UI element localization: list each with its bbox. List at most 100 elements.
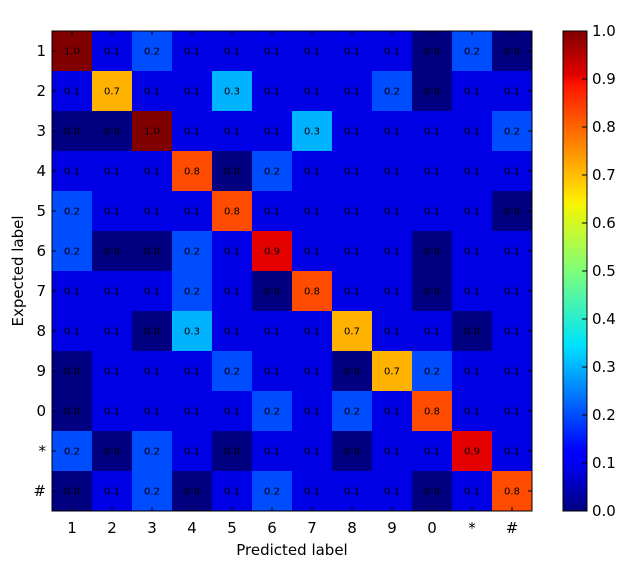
heatmap-cell [252, 271, 293, 312]
cell-value-label: 0.2 [224, 367, 240, 378]
heatmap-cell [292, 71, 333, 112]
cell-value-label: 0.1 [304, 327, 320, 338]
cell-value-label: 0.2 [64, 447, 80, 458]
heatmap-cell [252, 31, 293, 72]
cell-value-label: 0.1 [504, 367, 520, 378]
cell-value-label: 0.1 [104, 407, 120, 418]
heatmap-cell [372, 151, 413, 192]
cell-value-label: 0.1 [384, 247, 400, 258]
cell-value-label: 0.1 [304, 47, 320, 58]
cell-value-label: 0.0 [424, 247, 440, 258]
cell-value-label: 0.1 [464, 127, 480, 138]
heatmap-cell [172, 431, 213, 472]
y-tick-label: 4 [36, 162, 46, 180]
heatmap-cell [332, 431, 373, 472]
cell-value-label: 0.1 [104, 167, 120, 178]
heatmap-cell [372, 71, 413, 112]
cell-value-label: 0.2 [64, 207, 80, 218]
cell-value-label: 0.1 [184, 447, 200, 458]
cell-value-label: 0.1 [384, 127, 400, 138]
cell-value-label: 0.1 [344, 207, 360, 218]
cell-value-label: 0.0 [64, 127, 80, 138]
heatmap-cell [52, 31, 93, 72]
cell-value-label: 0.1 [304, 87, 320, 98]
heatmap-cell [292, 311, 333, 352]
heatmap-cell [332, 191, 373, 232]
cell-value-label: 0.2 [504, 127, 520, 138]
x-axis-label: Predicted label [236, 541, 347, 559]
y-tick-label: 1 [36, 42, 46, 60]
cell-value-label: 0.1 [184, 87, 200, 98]
heatmap-cell [412, 311, 453, 352]
y-tick-label: 0 [36, 402, 46, 420]
heatmap-cell [492, 111, 533, 152]
cell-value-label: 0.1 [304, 247, 320, 258]
colorbar-tick-label: 0.9 [592, 70, 616, 88]
heatmap-cell [492, 391, 533, 432]
heatmap-cell [132, 351, 173, 392]
cell-value-label: 0.0 [224, 447, 240, 458]
heatmap-cell [452, 351, 493, 392]
cell-value-label: 0.7 [344, 327, 360, 338]
cell-value-label: 0.1 [264, 47, 280, 58]
heatmap-cell [92, 151, 133, 192]
heatmap-cell [92, 351, 133, 392]
cell-value-label: 0.2 [184, 287, 200, 298]
heatmap-cell [452, 431, 493, 472]
cell-value-label: 0.3 [304, 127, 320, 138]
heatmap-cell [132, 471, 173, 512]
cell-value-label: 0.8 [184, 167, 200, 178]
cell-value-label: 0.1 [224, 287, 240, 298]
cell-value-label: 0.2 [264, 167, 280, 178]
heatmap-cell [412, 191, 453, 232]
heatmap-cell [52, 111, 93, 152]
heatmap-cell [212, 391, 253, 432]
cell-value-label: 0.1 [144, 407, 160, 418]
cell-value-label: 0.1 [304, 367, 320, 378]
heatmap-cell [212, 151, 253, 192]
heatmap-cell [52, 471, 93, 512]
cell-value-label: 0.0 [424, 487, 440, 498]
heatmap-cell [292, 271, 333, 312]
heatmap-cell [132, 191, 173, 232]
colorbar-tick-label: 0.7 [592, 166, 616, 184]
heatmap-cell [212, 311, 253, 352]
heatmap-cell [92, 431, 133, 472]
heatmap-cell [52, 311, 93, 352]
cell-value-label: 0.1 [264, 447, 280, 458]
cell-value-label: 0.1 [184, 407, 200, 418]
cell-value-label: 0.0 [144, 247, 160, 258]
heatmap-cell [172, 351, 213, 392]
heatmap-cell [172, 71, 213, 112]
heatmap-cell [372, 231, 413, 272]
cell-value-label: 0.1 [384, 327, 400, 338]
cell-value-label: 0.8 [424, 407, 440, 418]
heatmap-cell [412, 431, 453, 472]
heatmap-cell [332, 151, 373, 192]
cell-value-label: 0.7 [384, 367, 400, 378]
cell-value-label: 0.8 [304, 287, 320, 298]
heatmap-cell [132, 311, 173, 352]
cell-value-label: 0.1 [144, 87, 160, 98]
cell-value-label: 0.1 [264, 127, 280, 138]
cell-value-label: 0.1 [384, 287, 400, 298]
cell-value-label: 0.2 [144, 47, 160, 58]
heatmap-cell [492, 71, 533, 112]
cell-value-label: 0.2 [264, 407, 280, 418]
heatmap-cell [92, 271, 133, 312]
cell-value-label: 0.1 [144, 367, 160, 378]
cell-value-label: 0.1 [344, 87, 360, 98]
cell-value-label: 0.8 [224, 207, 240, 218]
cell-value-label: 0.1 [304, 447, 320, 458]
heatmap-cell [412, 231, 453, 272]
heatmap-cell [132, 271, 173, 312]
cell-value-label: 0.2 [144, 487, 160, 498]
heatmap-cell [52, 351, 93, 392]
heatmap-cell [172, 31, 213, 72]
cell-value-label: 0.0 [264, 287, 280, 298]
heatmap-cell [372, 111, 413, 152]
y-tick-label: 8 [36, 322, 46, 340]
cell-value-label: 0.1 [424, 167, 440, 178]
heatmap-cell [332, 351, 373, 392]
cell-value-label: 0.1 [464, 207, 480, 218]
